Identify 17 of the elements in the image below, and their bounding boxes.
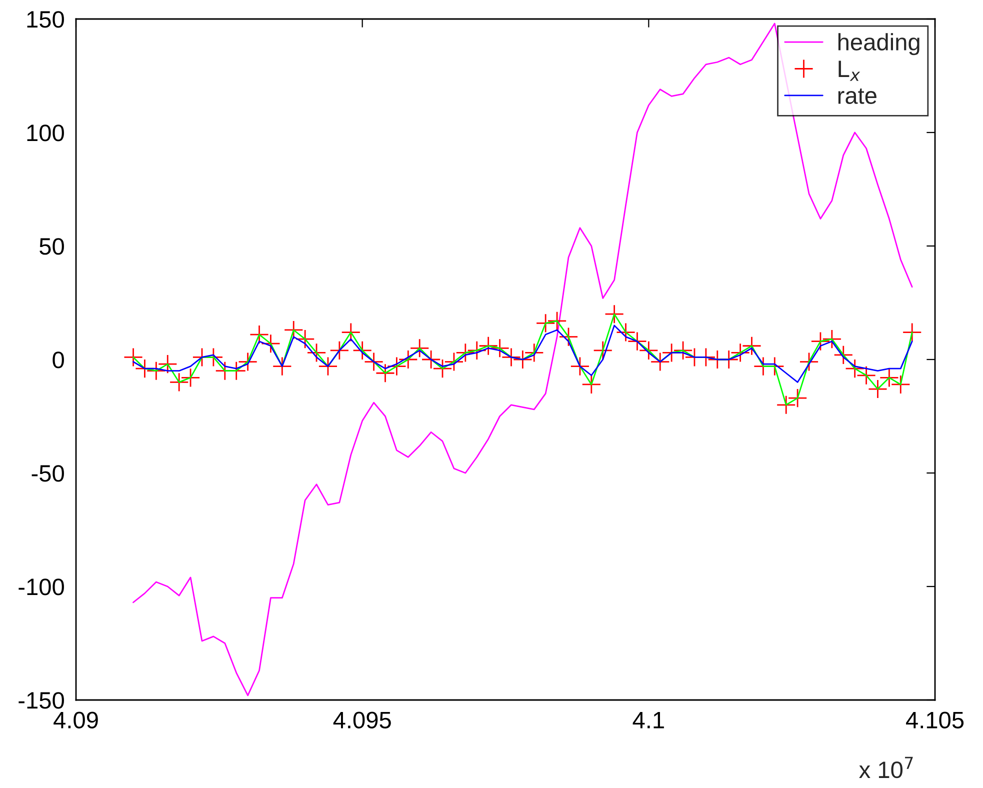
x-tick-label: 4.1 — [632, 712, 664, 728]
legend-label: heading — [838, 33, 920, 56]
legend-label: L$_{x}$ — [838, 60, 860, 81]
y-tick-label: -100 — [18, 578, 64, 596]
x-tick-label: 4.09 — [54, 712, 98, 728]
y-tick-label: -50 — [32, 465, 64, 482]
text: x 10$^{7}$ — [859, 756, 913, 778]
y-tick-label: 50 — [40, 238, 64, 255]
line-series — [132, 313, 913, 406]
x-tick-label: 4.095 — [333, 712, 391, 728]
y-tick-label: 0 — [52, 352, 64, 368]
y-tick-label: 100 — [27, 124, 64, 142]
y-tick-label: -150 — [18, 692, 64, 709]
line-series — [132, 324, 913, 383]
legend-label: rate — [838, 88, 876, 104]
x-tick-label: 4.105 — [906, 712, 964, 728]
y-tick-label: 150 — [27, 11, 64, 28]
